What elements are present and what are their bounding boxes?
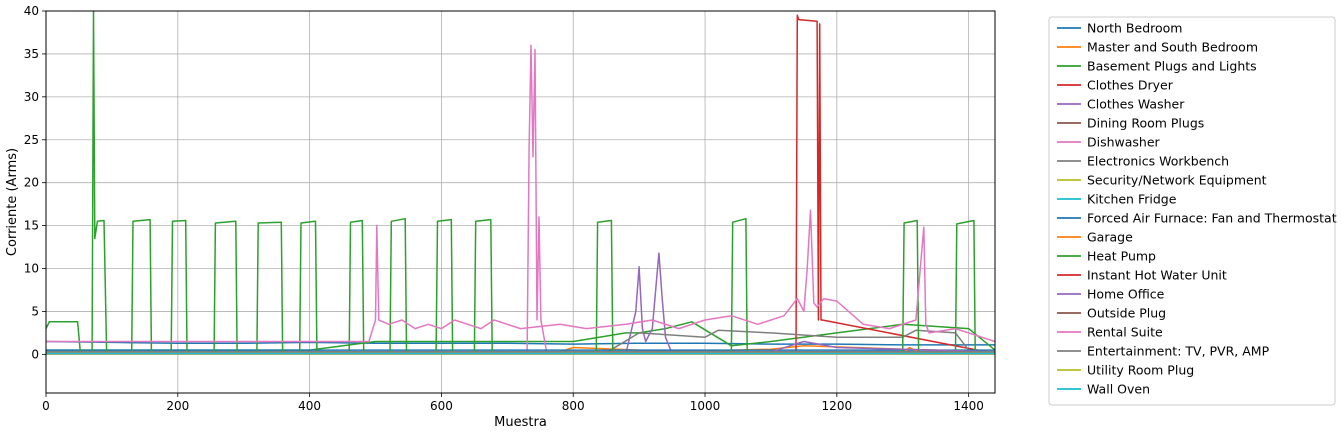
y-tick-label: 25 xyxy=(24,133,39,147)
y-tick-label: 35 xyxy=(24,47,39,61)
legend: North Bedroom Master and South Bedroom Bas… xyxy=(1048,16,1337,406)
legend-entry: Master and South Bedroom xyxy=(1087,40,1258,55)
x-ticks: 0 200 400 600 800 1000 1200 1400 xyxy=(42,393,984,413)
series-line-16 xyxy=(46,209,995,343)
series-line-4 xyxy=(46,252,995,355)
y-tick-label: 40 xyxy=(24,4,39,18)
x-axis-label: Muestra xyxy=(494,415,547,430)
series-line-6 xyxy=(46,44,995,355)
x-tick-label: 400 xyxy=(298,399,321,413)
legend-entry: Entertainment: TV, PVR, AMP xyxy=(1087,344,1270,359)
x-tick-label: 600 xyxy=(430,399,453,413)
x-tick-label: 1000 xyxy=(690,399,721,413)
legend-entry: North Bedroom xyxy=(1087,21,1182,36)
legend-entry: Garage xyxy=(1087,230,1133,245)
x-tick-label: 200 xyxy=(166,399,189,413)
grid xyxy=(45,10,995,393)
legend-entry: Outside Plug xyxy=(1087,306,1166,321)
legend-entry: Kitchen Fridge xyxy=(1087,192,1177,207)
y-tick-label: 20 xyxy=(24,176,39,190)
series-line-3 xyxy=(46,14,995,355)
legend-box xyxy=(1048,16,1336,406)
legend-entry: Security/Network Equipment xyxy=(1087,173,1267,188)
y-tick-label: 30 xyxy=(24,90,39,104)
legend-entry: Clothes Washer xyxy=(1087,97,1185,112)
series-line-1 xyxy=(46,345,995,353)
y-tick-label: 5 xyxy=(31,304,39,318)
series-lines xyxy=(46,11,995,355)
x-tick-label: 0 xyxy=(42,399,50,413)
legend-entry: Dishwasher xyxy=(1087,135,1161,150)
y-tick-label: 15 xyxy=(24,219,39,233)
legend-entry: Clothes Dryer xyxy=(1087,78,1174,93)
legend-entry: Home Office xyxy=(1087,287,1165,302)
legend-entry: Forced Air Furnace: Fan and Thermostat xyxy=(1087,211,1337,226)
legend-entry: Utility Room Plug xyxy=(1087,363,1194,378)
y-ticks: 0 5 10 15 20 25 30 35 40 xyxy=(24,4,46,361)
legend-entry: Wall Oven xyxy=(1087,382,1150,397)
x-tick-label: 1400 xyxy=(953,399,984,413)
y-tick-label: 0 xyxy=(31,347,39,361)
y-axis-label: Corriente (Arms) xyxy=(5,148,20,256)
plot-frame xyxy=(45,10,996,394)
series-line-12 xyxy=(46,11,995,353)
legend-entry: Basement Plugs and Lights xyxy=(1087,59,1257,74)
legend-entry: Dining Room Plugs xyxy=(1087,116,1204,131)
y-tick-label: 10 xyxy=(24,262,39,276)
legend-entry: Heat Pump xyxy=(1087,249,1156,264)
x-tick-label: 800 xyxy=(562,399,585,413)
legend-entry: Instant Hot Water Unit xyxy=(1087,268,1227,283)
series-line-7 xyxy=(46,329,995,354)
legend-entry: Electronics Workbench xyxy=(1087,154,1229,169)
legend-entry: Rental Suite xyxy=(1087,325,1163,340)
x-tick-label: 1200 xyxy=(822,399,853,413)
